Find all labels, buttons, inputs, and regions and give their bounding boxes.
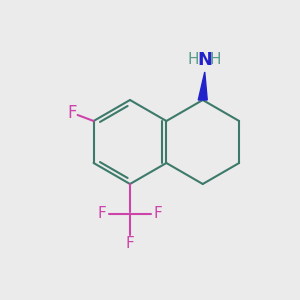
Text: F: F — [98, 206, 106, 221]
Text: H: H — [210, 52, 221, 68]
Text: N: N — [197, 51, 212, 69]
Text: F: F — [67, 104, 76, 122]
Text: F: F — [154, 206, 162, 221]
Polygon shape — [198, 72, 207, 100]
Text: H: H — [188, 52, 200, 68]
Text: F: F — [126, 236, 134, 251]
